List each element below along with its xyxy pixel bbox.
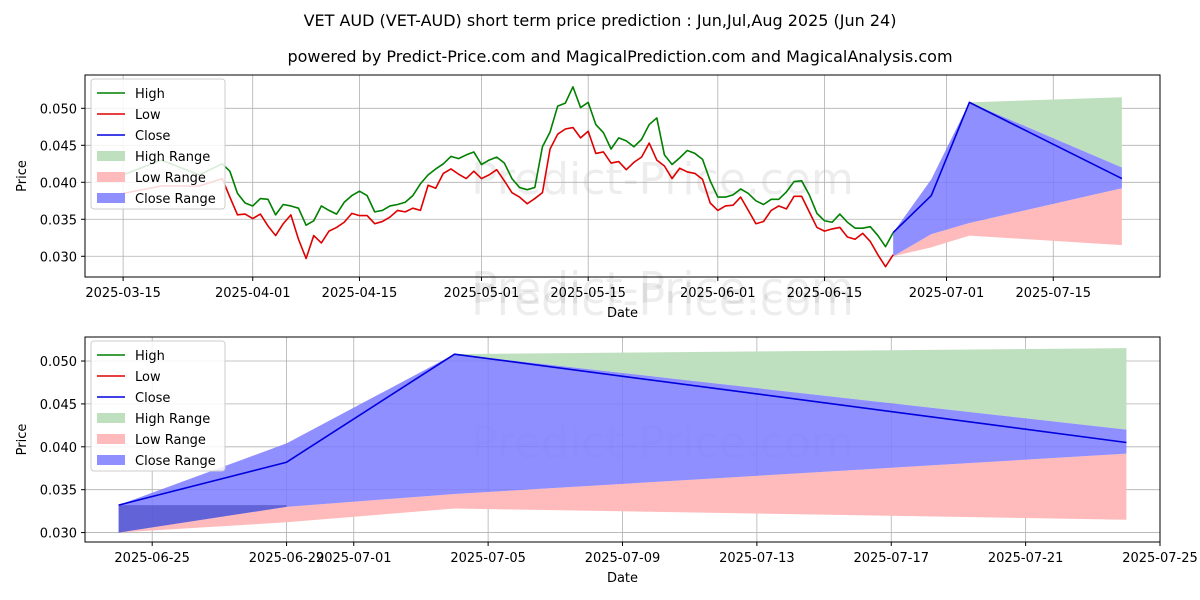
x-tick-label: 2025-06-15: [787, 286, 863, 301]
x-tick-label: 2025-05-01: [444, 286, 520, 301]
legend-label-low: Low: [135, 108, 161, 123]
chart-legend: High Low Close High Range Low Range Close Ran…: [90, 78, 226, 210]
x-tick-label: 2025-07-15: [1015, 286, 1091, 301]
legend-label-close-range: Close Range: [135, 454, 216, 469]
legend-label-high-range: High Range: [135, 150, 210, 165]
y-tick-label: 0.050: [40, 355, 77, 370]
x-tick-label: 2025-07-01: [316, 551, 392, 566]
chart-legend: High Low Close High Range Low Range Close Ran…: [90, 340, 226, 472]
plot-frame: [84, 74, 1161, 278]
x-tick-label: 2025-06-25: [114, 551, 190, 566]
x-tick-label: 2025-07-09: [585, 551, 661, 566]
range-band-low-range: [893, 188, 1122, 257]
x-tick-label: 2025-07-13: [719, 551, 795, 566]
legend-swatch-high-range: [97, 413, 125, 423]
watermark-text: Predict-Price.com: [471, 263, 854, 314]
legend-swatch-low-range: [97, 172, 125, 182]
legend-swatch-close-range: [97, 455, 125, 465]
legend-swatch-low-range: [97, 434, 125, 444]
x-tick-label: 2025-07-01: [909, 286, 985, 301]
range-band-high-range: [893, 97, 1122, 233]
y-tick-label: 0.040: [40, 441, 77, 456]
x-tick-label: 2025-06-01: [680, 286, 756, 301]
legend-label-low-range: Low Range: [135, 171, 206, 186]
y-axis-label: Price: [15, 160, 30, 192]
x-tick-label: 2025-06-29: [249, 551, 325, 566]
y-tick-label: 0.040: [40, 176, 77, 191]
legend-swatch-close-range: [97, 193, 125, 203]
legend-label-close-range: Close Range: [135, 192, 216, 207]
chart-subtitle: powered by Predict-Price.com and Magical…: [287, 47, 952, 66]
series-line-close: [118, 353, 1127, 506]
legend-label-low-range: Low Range: [135, 433, 206, 448]
y-tick-label: 0.045: [40, 139, 77, 154]
range-band-extra-band: [118, 505, 287, 533]
legend-label-close: Close: [135, 391, 170, 406]
y-tick-label: 0.030: [40, 527, 77, 542]
x-tick-label: 2025-05-15: [550, 286, 626, 301]
range-band-close-range: [893, 102, 1122, 257]
legend-label-high: High: [135, 349, 165, 364]
legend-label-low: Low: [135, 370, 161, 385]
chart-title: VET AUD (VET-AUD) short term price predi…: [304, 11, 897, 30]
x-axis-label: Date: [607, 571, 638, 586]
x-tick-label: 2025-07-25: [1122, 551, 1198, 566]
x-tick-label: 2025-07-05: [450, 551, 526, 566]
x-tick-label: 2025-07-17: [853, 551, 929, 566]
x-tick-label: 2025-07-21: [988, 551, 1064, 566]
range-band-low-range: [118, 453, 1127, 533]
series-line-low: [122, 126, 894, 268]
x-tick-label: 2025-04-15: [322, 286, 398, 301]
legend-label-high-range: High Range: [135, 412, 210, 427]
legend-label-high: High: [135, 87, 165, 102]
y-tick-label: 0.035: [40, 213, 77, 228]
y-tick-label: 0.045: [40, 398, 77, 413]
watermark-text: Predict-Price.com: [471, 154, 854, 205]
series-line-close: [892, 101, 1123, 234]
legend-label-close: Close: [135, 129, 170, 144]
y-axis-label: Price: [15, 424, 30, 456]
x-tick-label: 2025-04-01: [215, 286, 291, 301]
range-band-close-range: [118, 354, 1127, 533]
y-tick-label: 0.030: [40, 250, 77, 265]
watermark-text: Predict-Price.com: [471, 275, 854, 326]
legend-swatch-high-range: [97, 151, 125, 161]
x-tick-label: 2025-03-15: [85, 286, 161, 301]
y-tick-label: 0.050: [40, 102, 77, 117]
y-tick-label: 0.035: [40, 484, 77, 499]
series-line-high: [122, 86, 894, 248]
bottom-chart-panel: Predict-Price.comPredict-Price.com2025-0…: [15, 263, 1198, 586]
top-chart-panel: Predict-Price.comPredict-Price.com2025-0…: [15, 74, 1161, 326]
x-axis-label: Date: [607, 306, 638, 321]
range-band-high-range: [118, 348, 1127, 506]
